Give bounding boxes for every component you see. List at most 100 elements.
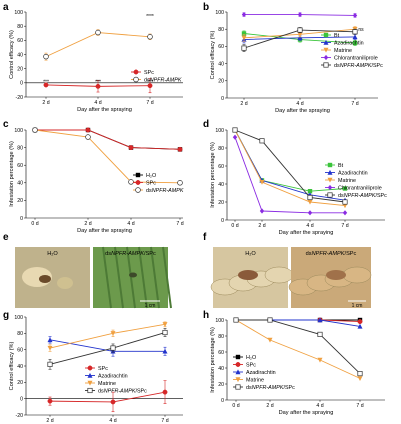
y-tick-label: 100 — [215, 10, 224, 16]
panel-letter: a — [3, 2, 9, 13]
y-tick-label: 100 — [215, 128, 224, 134]
panel-c: c 0 20 40 60 80 100 0 d 2 d 4 d 7 d Day after the s… — [3, 119, 184, 234]
larva — [326, 270, 346, 280]
x-tick-label: 7 d — [356, 403, 363, 409]
series-2 — [32, 127, 183, 186]
y-tick-label: 80 — [218, 146, 224, 152]
data-point — [241, 45, 247, 51]
data-point — [357, 371, 363, 377]
data-point — [128, 179, 134, 185]
x-axis-label: Day after the spraying — [77, 228, 132, 234]
x-tick-label: 7 d — [351, 101, 358, 107]
data-point — [267, 317, 273, 323]
data-point — [162, 329, 168, 336]
photo-label: H₂O — [47, 251, 58, 257]
series-line — [234, 129, 346, 203]
legend: SPc dsNPFR-AMPK — [131, 69, 182, 84]
x-tick-label: 2 d — [46, 418, 53, 424]
y-tick-label: 40 — [218, 182, 224, 188]
x-tick-label: 4 d — [127, 221, 134, 227]
series-1 — [47, 336, 168, 357]
data-point — [43, 53, 49, 60]
data-point — [297, 11, 303, 18]
y-tick-label: 0 — [20, 81, 23, 87]
x-tick-label: 7 d — [176, 221, 183, 227]
legend-label: dsNPFR-AMPK/SPc — [338, 193, 387, 199]
legend-marker — [135, 187, 141, 193]
photo-label: dsNPFR-AMPK/SPc — [105, 251, 156, 257]
y-tick-label: 20 — [17, 380, 23, 386]
x-tick-label: 4 d — [306, 223, 313, 229]
x-tick-label: 0 d — [232, 403, 239, 409]
x-tick-label: 4 d — [296, 101, 303, 107]
x-tick-label: 0 d — [231, 223, 238, 229]
y-tick-label: 100 — [215, 318, 224, 324]
data-point — [232, 134, 238, 140]
y-tick-label: 20 — [17, 198, 23, 204]
legend-marker — [235, 384, 241, 390]
data-point — [110, 399, 116, 405]
legend-label: Matrine — [246, 378, 264, 384]
series-1 — [241, 34, 358, 44]
data-point — [47, 361, 53, 367]
y-tick-label: 20 — [17, 66, 23, 72]
data-point — [233, 317, 239, 323]
legend-label: dsNPFR-AMPK — [146, 188, 184, 194]
legend-label: Matrine — [334, 48, 352, 54]
legend-marker — [87, 387, 93, 394]
legend-label: Matrine — [98, 381, 116, 387]
legend-marker — [87, 365, 93, 371]
x-tick-label: 2 d — [84, 221, 91, 227]
data-point — [307, 194, 313, 201]
legend-marker — [323, 62, 329, 68]
series-2 — [47, 321, 168, 352]
data-point — [47, 398, 53, 404]
data-point — [307, 199, 313, 205]
data-point — [241, 11, 247, 18]
legend-marker — [133, 69, 139, 75]
legend-label: Matrine — [338, 178, 356, 184]
x-tick-label: 7 d — [161, 418, 168, 424]
y-axis-label: Control efficacy (%) — [210, 31, 216, 80]
legend-marker — [235, 362, 241, 367]
legend-marker — [323, 32, 329, 38]
data-point — [357, 323, 363, 329]
legend-label: Azadirachtin — [98, 374, 128, 380]
legend-label: Chlorantraniliprole — [334, 56, 378, 62]
legend-label: H₂O — [246, 355, 256, 361]
y-axis-label: Control efficacy (%) — [9, 342, 15, 391]
data-point — [307, 210, 313, 216]
panel-d: d 0 20 40 60 80 100 0 d 2 d 4 d 7 d Day after the s… — [203, 119, 387, 236]
series-3 — [232, 134, 348, 216]
legend-marker — [235, 369, 241, 375]
x-tick-label: 7 d — [146, 100, 153, 106]
y-tick-label: 80 — [17, 331, 23, 337]
leaf-vein — [138, 246, 148, 309]
legend-label: dsNPFR-AMPK/SPc — [98, 389, 147, 395]
data-point — [147, 83, 153, 89]
y-tick-label: 40 — [17, 364, 23, 370]
photo-label: H₂O — [245, 251, 256, 257]
data-point — [177, 180, 183, 186]
x-tick-label: 0 d — [31, 221, 38, 227]
data-point — [147, 34, 153, 40]
legend-marker — [323, 54, 329, 61]
x-axis-label: Day after the spraying — [275, 108, 330, 114]
data-point — [162, 389, 168, 395]
legend-marker — [327, 192, 333, 198]
panel-letter: e — [3, 232, 9, 243]
photo: dsNPFR-AMPK/SPc — [288, 247, 372, 308]
photo: H₂O — [210, 247, 294, 308]
legend-label: Azadirachtin — [246, 370, 276, 376]
y-tick-label: 20 — [218, 200, 224, 206]
data-point — [342, 186, 348, 191]
legend-label: SPc — [246, 363, 256, 369]
series-0 — [43, 78, 153, 94]
series-line — [234, 137, 345, 214]
significance-annotation: ns — [358, 27, 364, 33]
data-point — [317, 317, 323, 323]
data-point — [297, 35, 303, 40]
legend-marker — [87, 380, 93, 386]
